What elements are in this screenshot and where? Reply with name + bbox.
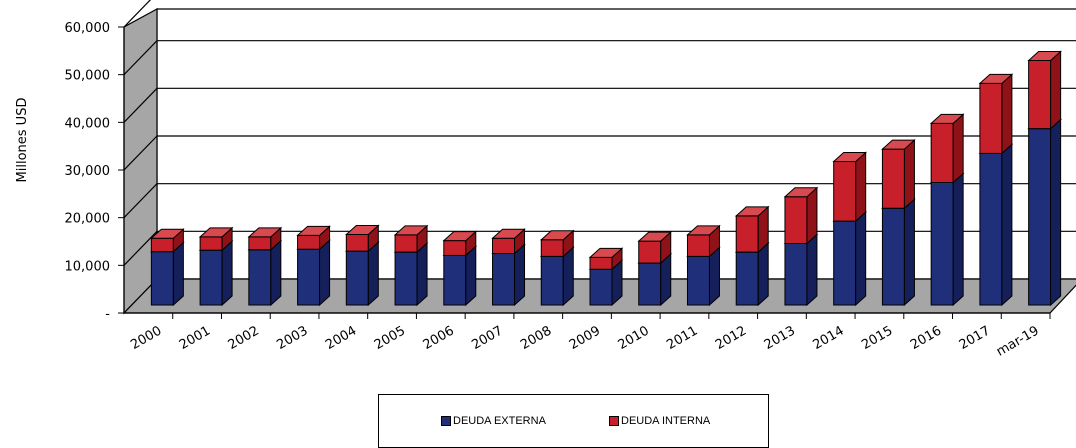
bar-deuda-externa (1027, 118, 1062, 307)
x-tick-label: 2003 (274, 323, 310, 353)
legend-swatch-deuda-externa (441, 416, 451, 426)
bar-deuda-interna (637, 231, 673, 265)
y-tick-label: 50,000 (65, 69, 111, 84)
y-tick-label: 30,000 (65, 164, 111, 179)
bar-deuda-externa (881, 198, 916, 307)
y-axis-label: Millones USD (15, 98, 30, 183)
y-tick-label: 20,000 (65, 212, 111, 227)
bar-deuda-externa (296, 239, 331, 307)
bar-deuda-interna (1027, 50, 1062, 130)
x-tick-label: 2010 (616, 323, 652, 353)
x-tick-label: 2002 (226, 323, 262, 353)
x-tick-label: 2001 (177, 323, 213, 353)
bar-deuda-interna (783, 186, 819, 245)
bar-deuda-interna (588, 247, 624, 271)
x-tick-label: 2011 (664, 323, 700, 353)
gridline-side (123, 183, 158, 219)
bar-deuda-interna (198, 226, 234, 252)
bar-deuda-interna (978, 73, 1014, 155)
gridline-side (123, 87, 158, 123)
x-tick-label: 2006 (421, 323, 457, 353)
bar-deuda-interna (539, 229, 575, 258)
gridline-side (123, 40, 158, 76)
x-tick-label: 2013 (762, 323, 798, 353)
bar-deuda-interna (686, 224, 721, 258)
y-tick-label: 40,000 (65, 116, 111, 131)
legend-label-deuda-externa: DEUDA EXTERNA (453, 415, 546, 427)
bar-deuda-externa (929, 172, 965, 307)
y-tick-label: 60,000 (65, 21, 111, 36)
y-tick-label: - (105, 307, 110, 322)
bar-deuda-interna (442, 230, 478, 257)
y-axis: - 10,000 20,000 30,000 40,000 50,000 60,000 (65, 21, 125, 322)
legend-item-deuda-externa: DEUDA EXTERNA (441, 415, 546, 427)
legend-label-deuda-interna: DEUDA INTERNA (621, 415, 711, 427)
bar-deuda-interna (247, 226, 283, 251)
x-tick-label: 2016 (908, 323, 944, 353)
legend-item-deuda-interna: DEUDA INTERNA (609, 415, 710, 427)
bar-deuda-interna (734, 205, 770, 254)
bar-deuda-interna (345, 224, 380, 253)
bar-deuda-externa (832, 210, 867, 307)
x-tick-label: 2005 (372, 323, 408, 353)
bar-deuda-externa (247, 239, 283, 307)
bar-deuda-interna (296, 225, 331, 251)
x-tick-label: 2015 (859, 323, 895, 353)
bar-deuda-externa (978, 143, 1014, 307)
bars-group (150, 50, 1062, 307)
x-axis: 2000 2001 2002 2003 2004 2005 2006 2007 2008 2009… (124, 312, 1051, 360)
bar-deuda-interna (150, 228, 185, 253)
legend: DEUDA EXTERNA DEUDA INTERNA (378, 394, 769, 448)
bar-deuda-interna (491, 228, 526, 255)
x-tick-label: 2008 (518, 323, 554, 353)
x-tick-label: 2014 (811, 323, 847, 353)
x-tick-label: 2017 (957, 323, 993, 353)
gridline-side (123, 135, 158, 171)
bar-deuda-interna (393, 224, 429, 254)
x-tick-label: 2007 (469, 323, 505, 353)
legend-swatch-deuda-interna (609, 416, 619, 426)
x-tick-label: 2004 (323, 323, 359, 353)
y-tick-label: 10,000 (65, 259, 111, 274)
bar-deuda-externa (198, 240, 234, 307)
gridline-side (123, 230, 158, 266)
bar-deuda-interna (832, 151, 867, 223)
gridline-side (123, 0, 152, 28)
bar-deuda-interna (929, 113, 965, 184)
bar-deuda-externa (783, 233, 819, 307)
x-tick-label: 2012 (713, 323, 749, 353)
bar-deuda-interna (881, 139, 916, 210)
x-tick-label: mar-19 (994, 323, 1042, 359)
x-tick-label: 2009 (567, 323, 603, 353)
x-tick-label: 2000 (128, 323, 164, 353)
